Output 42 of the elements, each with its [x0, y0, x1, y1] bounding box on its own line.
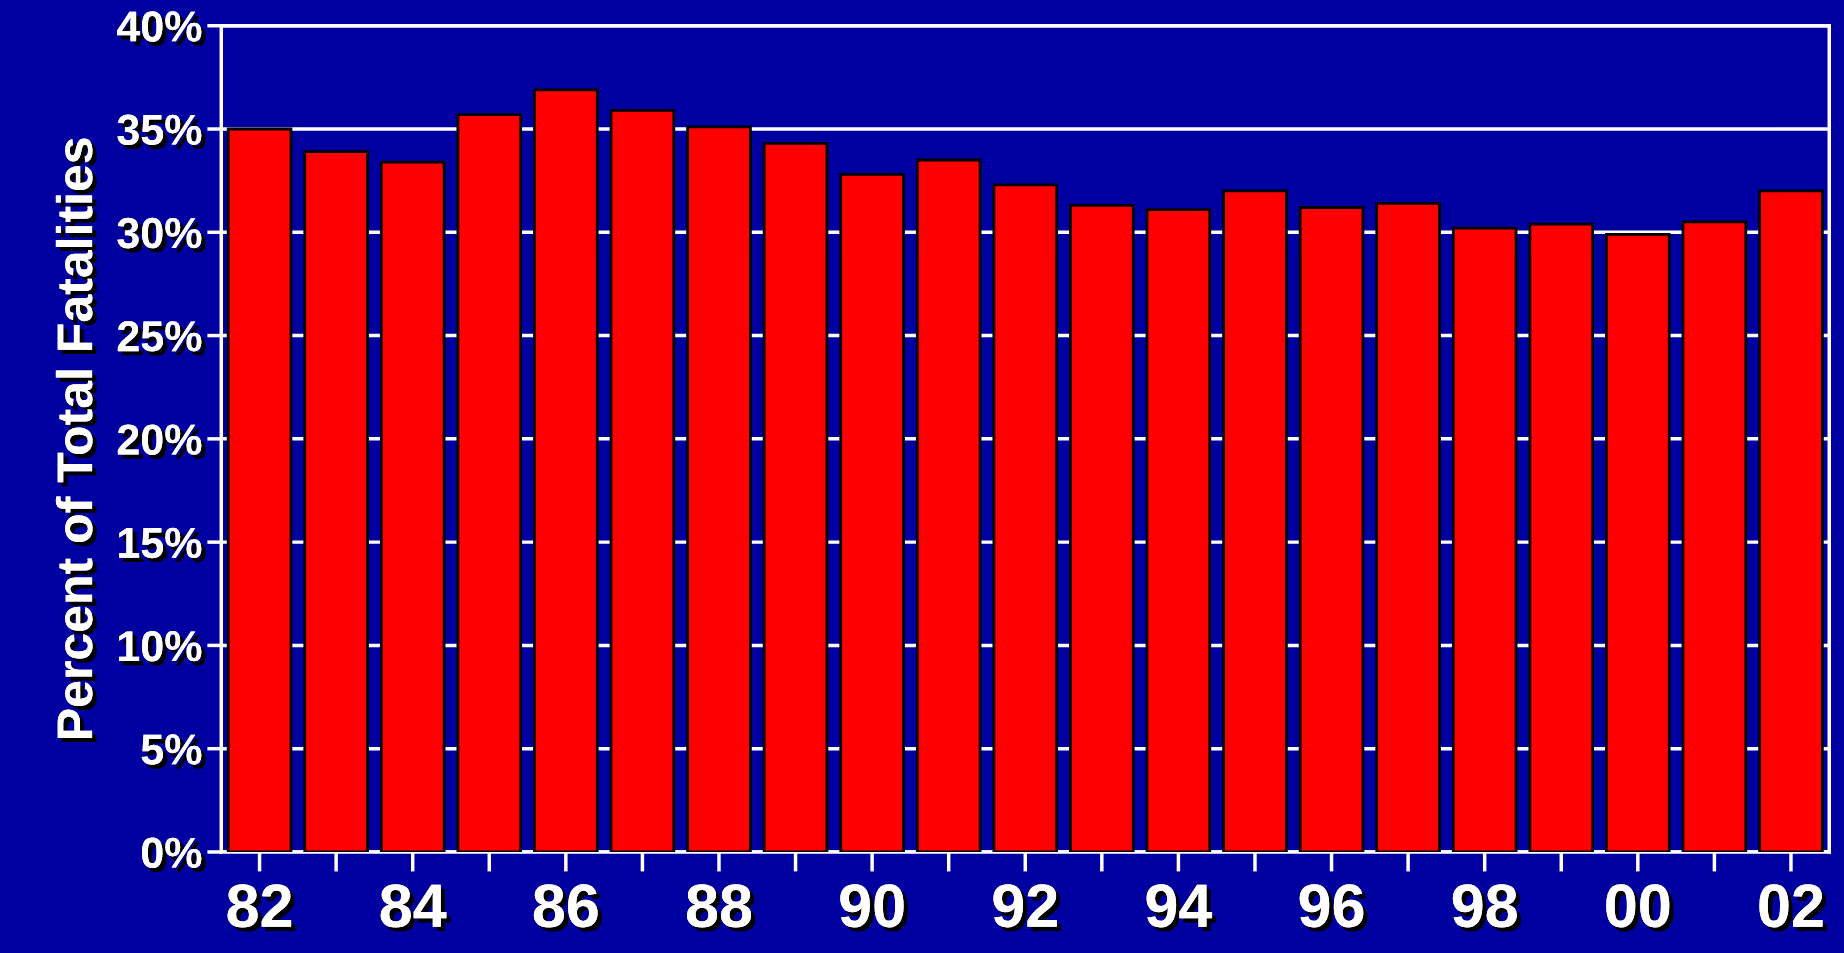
y-tick-label: 15% [119, 527, 206, 563]
bar [1222, 189, 1288, 852]
y-tick-label: 30% [117, 217, 206, 253]
bar [303, 150, 369, 852]
bar [1528, 222, 1595, 852]
bar [1145, 208, 1212, 852]
x-tick-label: 92 [993, 884, 1061, 932]
y-tick-label: 0% [142, 837, 206, 873]
bar [1758, 189, 1824, 852]
bar [1069, 204, 1135, 852]
bar [1681, 220, 1748, 852]
bar [609, 109, 676, 852]
x-tick-label: 84 [380, 884, 451, 932]
x-tick-label: 82 [227, 884, 296, 932]
x-tick-label: 00 [1606, 884, 1674, 932]
x-tick-label: 02 [1759, 884, 1827, 932]
bar [533, 88, 599, 852]
bar [1298, 206, 1365, 852]
bar [379, 160, 446, 852]
x-tick-label: 96 [1299, 884, 1368, 932]
x-tick-label: 86 [533, 884, 602, 932]
bar [456, 113, 523, 852]
y-tick-label: 40% [117, 11, 206, 46]
y-tick-label: 5% [141, 734, 206, 769]
y-tick-label: 10% [119, 630, 206, 666]
bar [1375, 201, 1441, 852]
x-tick-label: 98 [1452, 884, 1521, 932]
y-tick-label: 35% [117, 114, 206, 150]
x-tick-label: 90 [840, 884, 908, 932]
x-tick-label: 94 [1146, 884, 1217, 932]
bar [1451, 226, 1518, 852]
bar [226, 127, 293, 852]
bar [915, 158, 982, 852]
bar [1605, 232, 1671, 852]
bar [992, 183, 1059, 852]
y-tick-label: 20% [117, 424, 206, 460]
bar [839, 173, 905, 852]
bar [686, 125, 752, 852]
x-tick-label: 88 [686, 884, 756, 932]
y-tick-label: 25% [117, 321, 206, 356]
y-axis-title: Percent of Total Fatalities [55, 138, 97, 743]
bar [762, 142, 829, 852]
